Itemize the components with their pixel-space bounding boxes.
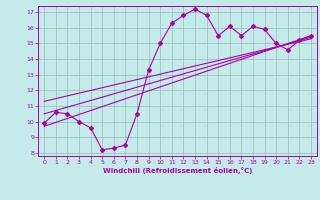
X-axis label: Windchill (Refroidissement éolien,°C): Windchill (Refroidissement éolien,°C): [103, 167, 252, 174]
